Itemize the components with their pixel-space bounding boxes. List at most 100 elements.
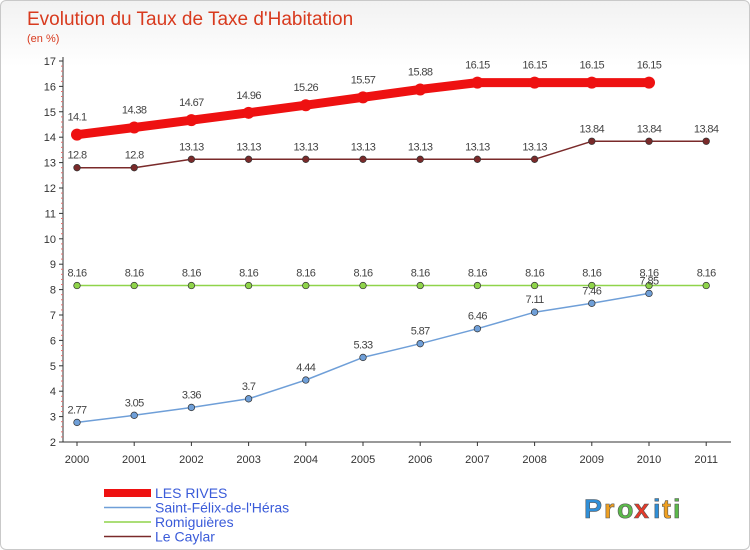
chart-title: Evolution du Taux de Taxe d'Habitation [27, 9, 353, 30]
data-point [71, 128, 83, 141]
legend: LES RIVESSaint-Félix-de-l'HérasRomiguièr… [104, 485, 289, 545]
data-point [416, 340, 424, 348]
data-point [357, 91, 369, 104]
data-point [530, 308, 539, 316]
data-label: 3.05 [125, 397, 144, 409]
logo-letter: i [673, 494, 681, 524]
logo-letter: P [584, 494, 602, 524]
y-tick-label: 16 [44, 81, 56, 93]
data-point [187, 403, 196, 412]
data-label: 8.16 [125, 268, 144, 280]
data-point [244, 281, 253, 290]
legend-label-0: LES RIVES [155, 485, 227, 501]
data-label: 4.44 [296, 362, 315, 374]
legend-label-2: Romiguières [155, 514, 234, 530]
data-point [242, 106, 255, 119]
data-point [416, 155, 424, 163]
series-lines [72, 78, 707, 424]
data-point [588, 281, 596, 290]
y-tick-label: 4 [50, 386, 56, 398]
y-tick-label: 12 [44, 183, 56, 195]
x-tick-label: 2006 [408, 454, 432, 466]
data-label: 12.8 [125, 150, 144, 162]
y-tick-label: 9 [50, 259, 56, 271]
data-label: 7.11 [525, 294, 544, 306]
x-tick-label: 2000 [65, 454, 89, 466]
data-label: 16.15 [522, 60, 547, 72]
x-tick-label: 2007 [465, 454, 489, 466]
series-points [71, 76, 710, 427]
data-point [128, 121, 141, 134]
data-point [187, 281, 196, 290]
data-point [244, 395, 253, 403]
data-point [473, 155, 482, 163]
data-label: 8.16 [697, 268, 716, 280]
data-label: 14.67 [179, 97, 204, 109]
data-label: 13.84 [694, 123, 719, 135]
data-label: 8.16 [239, 268, 258, 280]
data-point [187, 155, 196, 163]
data-label: 14.1 [67, 112, 86, 124]
data-point [302, 281, 310, 290]
data-point [643, 76, 655, 89]
data-point [585, 76, 598, 89]
data-label: 16.15 [580, 60, 605, 72]
series-line-0 [72, 78, 654, 140]
data-label: 13.13 [351, 141, 376, 153]
data-label: 13.13 [179, 141, 204, 153]
data-point [416, 281, 424, 290]
data-label: 13.13 [294, 141, 319, 153]
y-tick-label: 7 [50, 310, 56, 322]
data-label: 3.36 [182, 389, 201, 401]
logo-letter: x [634, 494, 649, 524]
data-label: 15.26 [294, 82, 319, 94]
data-point [645, 281, 653, 290]
data-point [185, 114, 198, 127]
y-tick-label: 10 [44, 234, 56, 246]
data-point [588, 137, 596, 145]
data-point [588, 299, 596, 307]
data-label: 13.84 [580, 123, 605, 135]
data-point [473, 281, 482, 290]
x-tick-label: 2003 [236, 454, 260, 466]
data-label: 7.46 [582, 285, 601, 297]
data-label: 8.16 [525, 268, 544, 280]
y-tick-label: 5 [50, 361, 56, 373]
y-tick-label: 2 [50, 437, 56, 449]
y-tick-label: 8 [50, 285, 56, 297]
data-point [73, 418, 81, 427]
series-line-3 [76, 140, 707, 169]
data-label: 8.16 [296, 268, 315, 280]
x-tick-label: 2009 [580, 454, 604, 466]
data-point [130, 411, 138, 419]
data-label: 15.88 [408, 66, 433, 78]
data-label: 13.13 [236, 141, 261, 153]
chart-subtitle: (en %) [27, 33, 59, 45]
data-label: 16.15 [637, 60, 662, 72]
logo-letter: o [617, 494, 634, 524]
data-point [473, 325, 482, 333]
data-point [359, 281, 367, 290]
x-tick-label: 2011 [694, 454, 718, 466]
data-label: 8.16 [411, 268, 430, 280]
legend-label-3: Le Caylar [155, 529, 215, 545]
data-point [302, 155, 310, 163]
data-label: 13.13 [408, 141, 433, 153]
data-point [530, 155, 539, 163]
data-label: 14.96 [236, 90, 261, 102]
y-tick-label: 11 [45, 208, 56, 220]
data-point [130, 164, 138, 172]
x-tick-label: 2004 [294, 454, 318, 466]
data-label: 3.7 [242, 381, 256, 393]
data-point [302, 376, 310, 384]
data-label: 6.46 [468, 311, 487, 323]
y-tick-label: 17 [44, 56, 56, 68]
data-point [528, 76, 541, 89]
data-point [702, 137, 710, 145]
data-point [645, 137, 653, 145]
data-point [299, 99, 312, 112]
data-label: 8.16 [582, 268, 601, 280]
x-tick-label: 2005 [351, 454, 375, 466]
data-point [645, 289, 653, 298]
